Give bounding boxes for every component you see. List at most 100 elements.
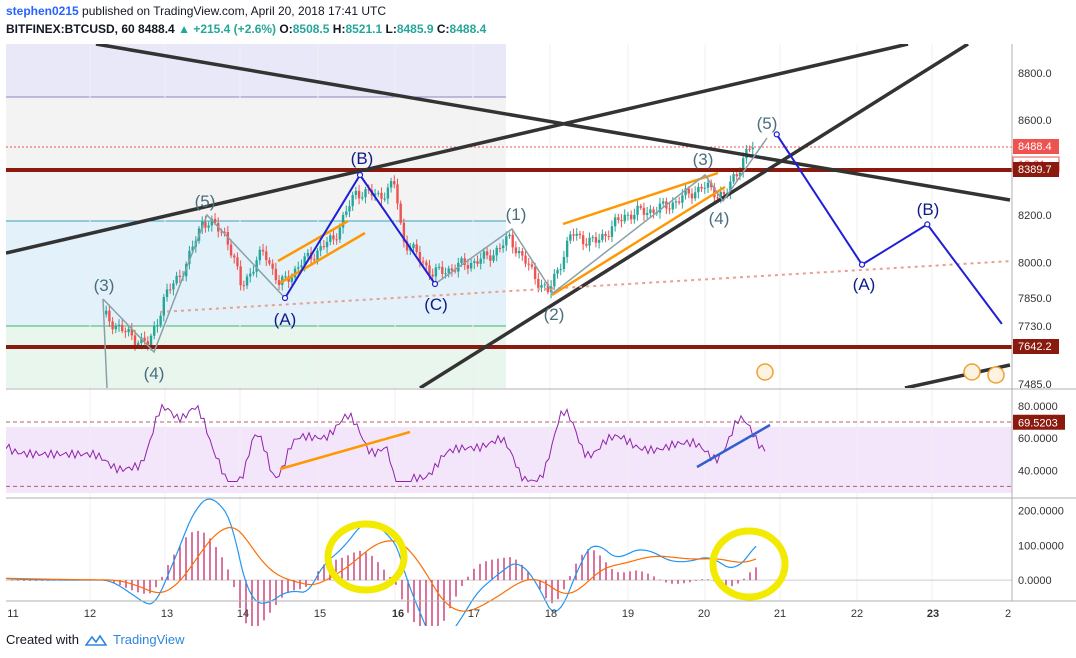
trend-line xyxy=(6,44,909,255)
candle-body xyxy=(354,190,358,195)
candle-body xyxy=(485,251,489,256)
candle-body xyxy=(213,218,217,224)
time-tick-label: 23 xyxy=(927,608,939,620)
rsi-last-box xyxy=(1013,414,1065,430)
rsi-pane[interactable] xyxy=(6,403,1012,487)
author-link[interactable]: stephen0215 xyxy=(6,4,79,18)
candle-body xyxy=(111,321,114,330)
candle-body xyxy=(498,247,502,249)
candle-body xyxy=(249,273,252,277)
wave-label: (A) xyxy=(274,310,297,329)
candle-body xyxy=(559,269,562,271)
candle-body xyxy=(476,261,479,264)
last-price: 8488.4 xyxy=(138,22,175,36)
high-label: H: xyxy=(332,22,346,36)
candle-body xyxy=(245,276,249,286)
candle-body xyxy=(341,214,345,228)
candle-body xyxy=(319,246,322,251)
candle-body xyxy=(732,174,735,182)
candle-body xyxy=(540,284,543,288)
candle-body xyxy=(332,235,335,240)
wave-projection xyxy=(775,133,1003,325)
candle-body xyxy=(277,280,281,285)
candle-body xyxy=(530,264,534,267)
candle-body xyxy=(207,225,210,228)
candle-body xyxy=(543,284,546,286)
macd-line xyxy=(5,498,757,626)
candle-body xyxy=(348,206,351,212)
candle-body xyxy=(527,263,530,265)
candle-body xyxy=(127,328,130,333)
price-tick-label: 7850.0 xyxy=(1018,293,1052,305)
candle-body xyxy=(290,277,294,282)
candle-body xyxy=(556,269,559,274)
candle-body xyxy=(636,205,639,215)
candle-body xyxy=(565,240,569,257)
rsi-last-label: 69.5203 xyxy=(1018,418,1058,430)
time-tick-label: 20 xyxy=(698,608,710,620)
wave-node xyxy=(773,131,780,138)
candle-body xyxy=(591,237,594,239)
tradingview-link[interactable]: TradingView xyxy=(112,632,185,647)
candle-body xyxy=(533,266,537,279)
candle-body xyxy=(588,237,591,246)
candle-body xyxy=(156,325,159,327)
candle-body xyxy=(239,266,242,286)
candle-body xyxy=(716,197,719,199)
candle-body xyxy=(313,259,316,261)
candle-body xyxy=(444,273,447,275)
channel-line xyxy=(277,219,349,263)
candle-body xyxy=(684,188,687,196)
wave-node xyxy=(356,171,364,179)
candle-body xyxy=(517,251,521,254)
candle-body xyxy=(537,278,540,288)
price-tick-label: 7730.0 xyxy=(1018,321,1052,333)
created-with-label: Created with xyxy=(6,632,79,647)
candle-body xyxy=(569,234,572,241)
candle-body xyxy=(693,192,697,199)
rsi-trend-line xyxy=(696,423,771,469)
candle-body xyxy=(575,233,578,236)
macd-pane[interactable] xyxy=(5,498,1012,626)
price-label: 8488.4 xyxy=(1018,141,1052,153)
time-tick-label: 17 xyxy=(468,608,480,620)
candle-body xyxy=(297,267,300,269)
candle-body xyxy=(668,208,671,210)
candle-body xyxy=(741,158,745,173)
highlight-circle xyxy=(709,527,789,601)
candle-body xyxy=(495,247,498,256)
candle-body xyxy=(140,337,143,344)
wave-node xyxy=(431,280,439,288)
time-tick-label: 22 xyxy=(851,608,863,620)
wave-label: (B) xyxy=(917,200,940,219)
candle-body xyxy=(412,244,415,249)
chart-canvas[interactable]: (3)(4)(5)(A)(B)(C)(1)(2)(3)(4)(5)(A)(B) … xyxy=(0,0,1076,626)
candle-body xyxy=(649,209,652,213)
rsi-line xyxy=(6,403,766,483)
candle-body xyxy=(252,271,255,274)
candle-body xyxy=(597,239,601,243)
price-pane[interactable]: (3) (4) (5) (A) (B) (C) (1) (2) (3) (4) (5) (A) (B) xyxy=(6,44,1012,388)
price-label: 8389.7 xyxy=(1018,164,1052,176)
candle-body xyxy=(751,147,754,150)
candle-body xyxy=(236,257,239,267)
candle-body xyxy=(274,268,278,281)
dotted-trend-line xyxy=(159,260,1012,313)
candle-body xyxy=(601,233,604,240)
wave-label: (3) xyxy=(693,150,714,169)
wave-label: (5) xyxy=(195,192,216,211)
candle-body xyxy=(220,231,223,233)
candle-body xyxy=(325,241,329,248)
signal-line xyxy=(5,526,757,612)
channel-line xyxy=(551,185,726,297)
time-tick-label: 2 xyxy=(1005,608,1011,620)
wave-node xyxy=(281,294,289,302)
candle-body xyxy=(585,244,588,246)
wave-label: (2) xyxy=(544,305,565,324)
candle-body xyxy=(124,331,127,333)
time-tick-label: 13 xyxy=(161,608,173,620)
candle-body xyxy=(335,239,338,241)
candle-body xyxy=(687,188,690,194)
wave-label: (A) xyxy=(853,275,876,294)
candle-body xyxy=(441,266,444,274)
